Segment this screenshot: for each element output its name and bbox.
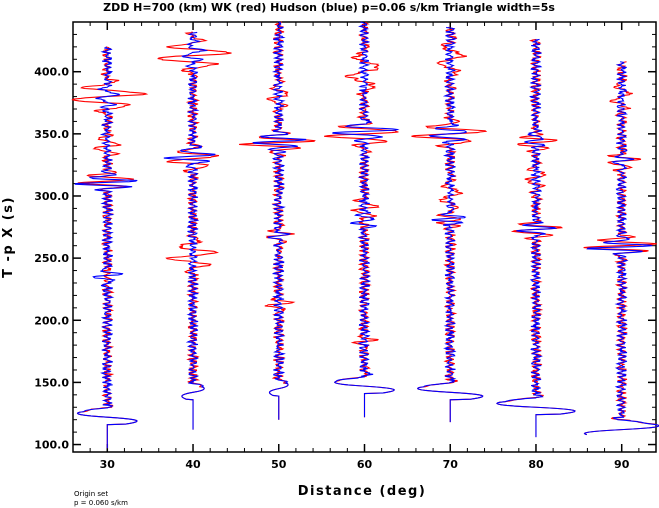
- x-tick-label: 60: [357, 458, 373, 471]
- x-tick-label: 40: [185, 458, 201, 471]
- y-tick-label: 100.0: [34, 439, 69, 452]
- y-axis-label: T -p X (s): [1, 196, 16, 278]
- x-axis-label: Distance (deg): [298, 484, 427, 499]
- y-tick-label: 350.0: [34, 128, 69, 141]
- hudson-trace-50: [252, 21, 307, 420]
- seismogram-traces: [71, 21, 659, 449]
- y-tick-label: 150.0: [34, 376, 69, 389]
- y-tick-label: 400.0: [34, 66, 69, 79]
- x-tick-label: 90: [614, 458, 630, 471]
- hudson-trace-60: [332, 21, 400, 418]
- y-tick-label: 250.0: [34, 252, 69, 265]
- y-tick-label: 200.0: [34, 314, 69, 327]
- hudson-trace-40: [163, 31, 216, 430]
- wk-trace-80: [496, 38, 576, 438]
- wk-trace-60: [324, 21, 399, 418]
- hudson-trace-30: [74, 46, 138, 449]
- x-tick-label: 30: [100, 458, 116, 471]
- axis-ticks: 100.0 150.0 200.0 250.0 300.0 350.0 400.0 30 40 5…: [34, 21, 657, 471]
- footnote-ray-parameter: p = 0.060 s/km: [74, 499, 128, 507]
- hudson-trace-70: [416, 26, 484, 423]
- chart-title: ZDD H=700 (km) WK (red) Hudson (blue) p=…: [103, 1, 555, 14]
- y-tick-label: 300.0: [34, 190, 69, 203]
- x-tick-label: 80: [528, 458, 544, 471]
- hudson-trace-80: [496, 38, 576, 438]
- footnote-origin: Origin set: [74, 490, 108, 498]
- x-tick-label: 70: [443, 458, 459, 471]
- hudson-trace-90: [583, 61, 659, 436]
- x-tick-label: 50: [271, 458, 287, 471]
